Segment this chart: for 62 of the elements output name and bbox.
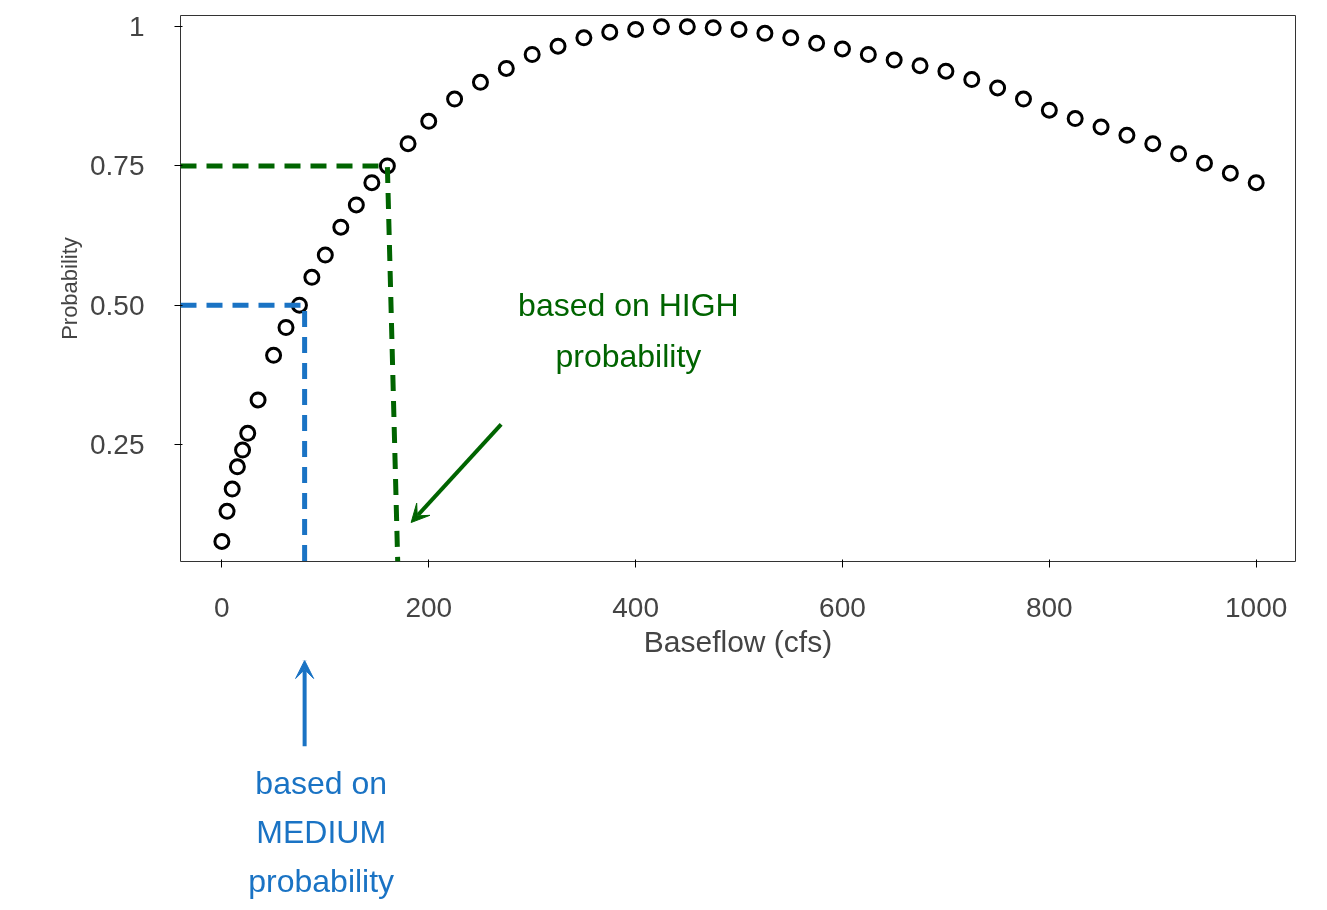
point: [228, 458, 246, 476]
point: [1247, 174, 1265, 192]
y-axis-title: Probability: [57, 237, 82, 340]
point: [1092, 118, 1110, 136]
point: [885, 51, 903, 69]
point: [1221, 164, 1239, 182]
x-tick-label: 400: [612, 591, 659, 623]
x-tick-label: 600: [819, 591, 866, 623]
point: [937, 62, 955, 80]
point: [249, 391, 267, 409]
x-tick-label: 800: [1025, 591, 1073, 623]
point: [627, 20, 645, 38]
point: [363, 174, 381, 192]
point: [399, 135, 417, 153]
point: [678, 18, 696, 36]
point: [575, 29, 593, 47]
point: [549, 37, 567, 55]
point: [347, 196, 365, 214]
x-axis-title: Baseflow (cfs): [643, 624, 833, 658]
x-tick-label: 1000: [1225, 591, 1288, 623]
annotation: based on HIGH probability: [518, 287, 739, 375]
point: [223, 480, 241, 498]
point: [303, 268, 321, 286]
point: [1118, 126, 1136, 144]
point: [1040, 101, 1058, 119]
point: [265, 346, 283, 364]
point: [523, 46, 541, 63]
point: [652, 18, 670, 36]
point: [234, 441, 252, 459]
point: [332, 218, 350, 236]
point: [1066, 110, 1084, 128]
point: [601, 23, 619, 41]
point: [1144, 135, 1162, 153]
point: [316, 246, 334, 264]
point: [730, 20, 748, 38]
point: [782, 29, 800, 47]
y-tick-label: 1: [128, 11, 145, 43]
text: based on MEDIUM probability: [248, 765, 395, 899]
point: [213, 532, 231, 550]
point: [471, 73, 489, 91]
point: [808, 34, 826, 52]
point: [704, 19, 722, 37]
point: [1195, 154, 1213, 172]
y-tick-label: 0.25: [90, 429, 145, 460]
y-tick-label: 0.50: [90, 289, 145, 321]
point: [446, 90, 464, 108]
point: [1170, 145, 1188, 163]
x-tick-label: 0: [214, 591, 230, 623]
point: [833, 40, 851, 58]
point: [239, 424, 257, 442]
point: [420, 112, 438, 130]
point: [497, 59, 515, 77]
point: [911, 57, 929, 75]
point: [218, 502, 236, 520]
point: [1014, 90, 1032, 108]
point: [989, 79, 1007, 97]
x-tick-label: 200: [405, 591, 453, 623]
point: [277, 319, 295, 336]
point: [859, 46, 877, 63]
y-tick-label: 0.75: [90, 150, 145, 182]
point: [756, 24, 774, 42]
point: [963, 71, 981, 89]
